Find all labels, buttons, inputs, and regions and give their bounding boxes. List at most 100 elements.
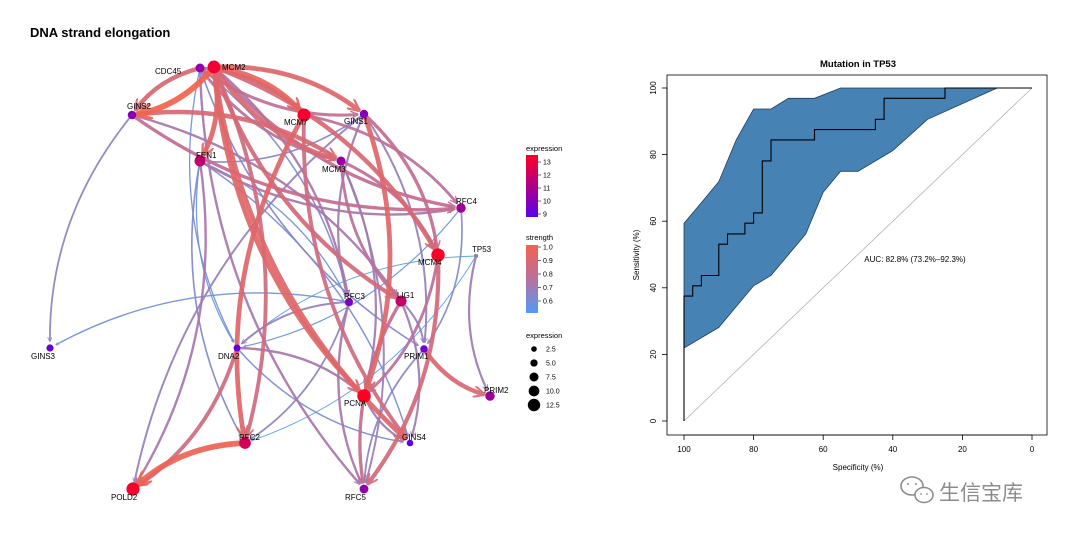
node-label-rfc2: RFC2	[239, 433, 260, 442]
node-gins1[interactable]	[359, 109, 369, 119]
roc-panel: Mutation in TP53 100 80 60 40 20 0 0204060801…	[632, 59, 1048, 472]
roc-y-tick: 40	[649, 283, 658, 292]
node-gins2[interactable]	[127, 110, 137, 120]
node-pold2[interactable]	[126, 482, 140, 496]
roc-y-tick: 60	[649, 216, 658, 225]
legend-expression-size: expression 2.5 5.0 7.5 10.0 12.5	[526, 331, 562, 412]
labels-layer: CDC45 MCM2 GINS2 MCM7 GINS1 FEN1 MCM3 RFC4 MCM4 T…	[31, 63, 509, 502]
node-mcm7[interactable]	[297, 108, 311, 122]
edge-prim1-rfc5	[364, 348, 425, 483]
node-label-gins1: GINS1	[344, 117, 369, 126]
roc-y-tick: 80	[649, 150, 658, 159]
node-lig1[interactable]	[395, 295, 407, 307]
node-gins3[interactable]	[46, 344, 54, 352]
legend-strength-colorbar	[526, 245, 538, 313]
node-fen1[interactable]	[194, 155, 206, 167]
node-label-mcm2: MCM2	[222, 63, 246, 72]
edge-mcm2-lig1	[211, 64, 395, 300]
legend-size-title: expression	[526, 331, 562, 340]
node-label-mcm4: MCM4	[418, 258, 442, 267]
edge-rfc4-prim1	[428, 207, 463, 343]
roc-curve	[683, 87, 1032, 421]
network-title: DNA strand elongation	[30, 25, 170, 40]
edge-rfc4-dna2	[244, 207, 462, 347]
roc-x-axis: 100 80 60 40 20 0	[677, 434, 1035, 454]
legend-expression-tick: 12	[543, 173, 551, 180]
node-pcna[interactable]	[357, 389, 371, 403]
legend-expression-tick: 11	[543, 186, 550, 193]
node-cdc45[interactable]	[195, 63, 205, 73]
edge-mcm2-gins2	[139, 64, 217, 114]
node-label-dna2: DNA2	[218, 352, 240, 361]
node-label-rfc3: RFC3	[344, 292, 365, 301]
node-label-mcm7: MCM7	[284, 118, 308, 127]
legend-size-dot	[529, 372, 539, 382]
legend-strength: strength 0.6 0.7 0.8 0.9 1.0	[526, 233, 553, 313]
node-prim1[interactable]	[420, 345, 428, 353]
legend-strength-tick: 0.6	[543, 299, 553, 306]
legend-size-label: 7.5	[546, 375, 556, 382]
edge-mcm3-lig1	[339, 159, 396, 296]
node-label-tp53: TP53	[472, 245, 492, 254]
legend-expression-title: expression	[526, 144, 562, 153]
legend-strength-tick: 0.8	[543, 272, 553, 279]
node-dna2[interactable]	[233, 344, 241, 352]
node-label-lig1: LIG1	[397, 291, 415, 300]
legend-strength-title: strength	[526, 233, 553, 242]
edge-fen1-pold2	[135, 159, 207, 483]
roc-y-axis: 0 20 40 60 80 100	[649, 81, 668, 423]
node-prim2[interactable]	[485, 391, 495, 401]
roc-x-label: Specificity (%)	[833, 463, 884, 472]
legend-strength-tick: 0.9	[543, 258, 553, 265]
node-rfc5[interactable]	[359, 484, 369, 494]
node-label-mcm3: MCM3	[322, 165, 346, 174]
node-rfc4[interactable]	[456, 203, 466, 213]
node-rfc3[interactable]	[345, 298, 353, 306]
node-label-prim1: PRIM1	[404, 352, 429, 361]
edge-tp53-prim2	[467, 254, 489, 390]
legend-size-items: 2.5 5.0 7.5 10.0 12.5	[527, 346, 560, 412]
legend-size-label: 2.5	[546, 347, 556, 354]
edge-mcm7-rfc2	[234, 112, 307, 436]
node-rfc2[interactable]	[239, 437, 251, 449]
roc-y-tick: 0	[649, 418, 658, 423]
edge-mcm2-mcm7	[211, 64, 299, 110]
edge-gins2-mcm3	[129, 109, 335, 160]
node-label-cdc45: CDC45	[155, 67, 182, 76]
watermark-text: 生信宝库	[939, 481, 1023, 505]
roc-title: Mutation in TP53	[820, 59, 896, 70]
legend-size-dot	[531, 346, 537, 352]
node-label-prim2: PRIM2	[484, 386, 509, 395]
edge-mcm2-pcna	[211, 64, 359, 391]
legend-strength-tick: 1.0	[543, 245, 553, 252]
legend-strength-ticks: 0.6 0.7 0.8 0.9 1.0	[538, 245, 553, 306]
legend-size-label: 10.0	[546, 389, 560, 396]
edge-rfc3-rfc2	[251, 301, 350, 439]
roc-x-tick: 60	[819, 445, 828, 454]
node-mcm2[interactable]	[207, 60, 221, 74]
node-gins4[interactable]	[406, 439, 414, 447]
legend-expression-ticks: 9 10 11 12 13	[538, 160, 551, 219]
watermark: 生信宝库	[900, 476, 1023, 505]
roc-auc-annotation: AUC: 82.8% (73.2%–92.3%)	[864, 255, 966, 264]
node-tp53[interactable]	[473, 253, 479, 259]
node-label-gins2: GINS2	[127, 102, 152, 111]
edge-fen1-rfc2	[191, 160, 243, 437]
node-label-fen1: FEN1	[196, 151, 217, 160]
legend-expression-colorbar	[526, 155, 538, 217]
roc-x-tick: 80	[749, 445, 758, 454]
edge-rfc2-pold2	[138, 440, 248, 484]
legend-size-dot	[530, 359, 538, 367]
node-mcm4[interactable]	[431, 248, 445, 262]
edge-lig1-gins4	[399, 299, 421, 436]
legend-size-label: 5.0	[546, 361, 556, 368]
edge-dna2-gins4	[236, 347, 403, 442]
wechat-icon	[900, 476, 934, 504]
roc-plot-area	[683, 87, 1033, 422]
node-label-gins4: GINS4	[402, 433, 427, 442]
roc-x-tick: 20	[958, 445, 967, 454]
edge-mcm2-mcm4	[211, 64, 437, 249]
edge-mcm2-rfc4	[212, 65, 454, 207]
node-mcm3[interactable]	[336, 156, 346, 166]
legend-strength-tick: 0.7	[543, 285, 553, 292]
